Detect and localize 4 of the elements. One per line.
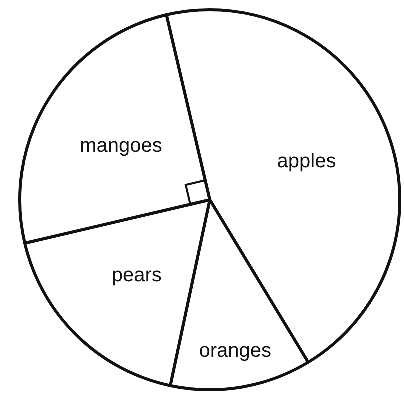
slice-label: oranges [199, 340, 272, 362]
slice-label: pears [112, 264, 162, 287]
slice-label: mangoes [80, 134, 162, 157]
slice-label: apples [277, 150, 336, 173]
